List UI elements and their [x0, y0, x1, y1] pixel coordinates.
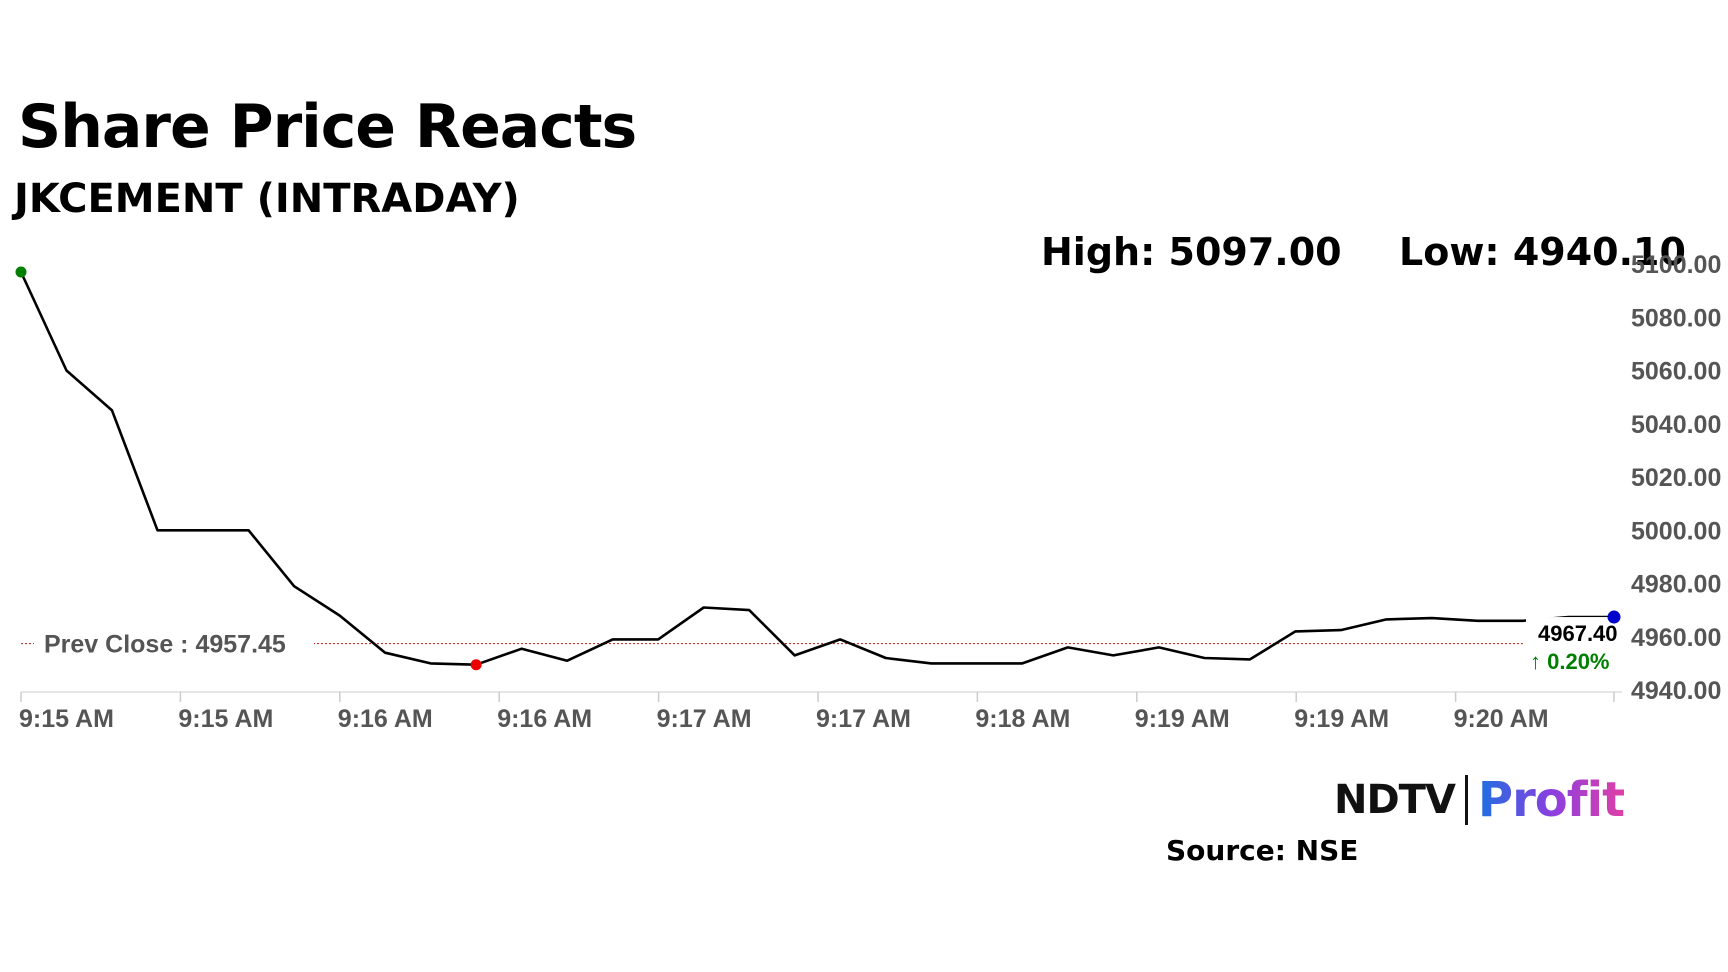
x-tick-label: 9:16 AM [497, 705, 592, 733]
ndtv-profit-logo: NDTV Profit [1334, 772, 1625, 828]
price-change-percent: ↑ 0.20% [1530, 649, 1610, 674]
x-tick-label: 9:17 AM [657, 705, 752, 733]
x-tick-label: 9:19 AM [1135, 705, 1230, 733]
ndtv-wordmark: NDTV [1334, 777, 1456, 823]
y-tick-label: 5000.00 [1631, 517, 1721, 545]
source-note: Source: NSE [1166, 834, 1359, 867]
y-tick-label: 4940.00 [1631, 677, 1721, 705]
prev-close-label: Prev Close : 4957.45 [44, 631, 286, 659]
y-tick-label: 5060.00 [1631, 358, 1721, 386]
prev-close-label-bg [34, 625, 314, 660]
y-tick-label: 5100.00 [1631, 251, 1721, 279]
chart-title: Share Price Reacts [18, 92, 637, 162]
day-low-label: Low: 4940.10 [1399, 230, 1686, 274]
last-price-box [1526, 617, 1612, 676]
high-marker [15, 266, 27, 278]
x-tick-label: 9:19 AM [1294, 705, 1389, 733]
profit-wordmark: Profit [1477, 772, 1625, 828]
price-line [19, 271, 1614, 667]
x-tick-label: 9:15 AM [178, 705, 273, 733]
last-price-value: 4967.40 [1538, 621, 1618, 646]
day-high-label: High: 5097.00 [1041, 230, 1342, 274]
x-tick-label: 9:17 AM [816, 705, 911, 733]
x-tick-label: 9:18 AM [975, 705, 1070, 733]
y-tick-label: 5020.00 [1631, 464, 1721, 492]
chart-subtitle: JKCEMENT (INTRADAY) [14, 176, 520, 222]
x-tick-label: 9:16 AM [338, 705, 433, 733]
low-marker [470, 659, 482, 671]
y-tick-label: 5080.00 [1631, 304, 1721, 332]
x-tick-label: 9:20 AM [1454, 705, 1549, 733]
y-tick-label: 5040.00 [1631, 411, 1721, 439]
last-price-marker [1607, 610, 1621, 624]
x-tick-label: 9:15 AM [19, 705, 114, 733]
logo-divider [1464, 775, 1468, 825]
y-tick-label: 4980.00 [1631, 571, 1721, 599]
y-tick-label: 4960.00 [1631, 624, 1721, 652]
